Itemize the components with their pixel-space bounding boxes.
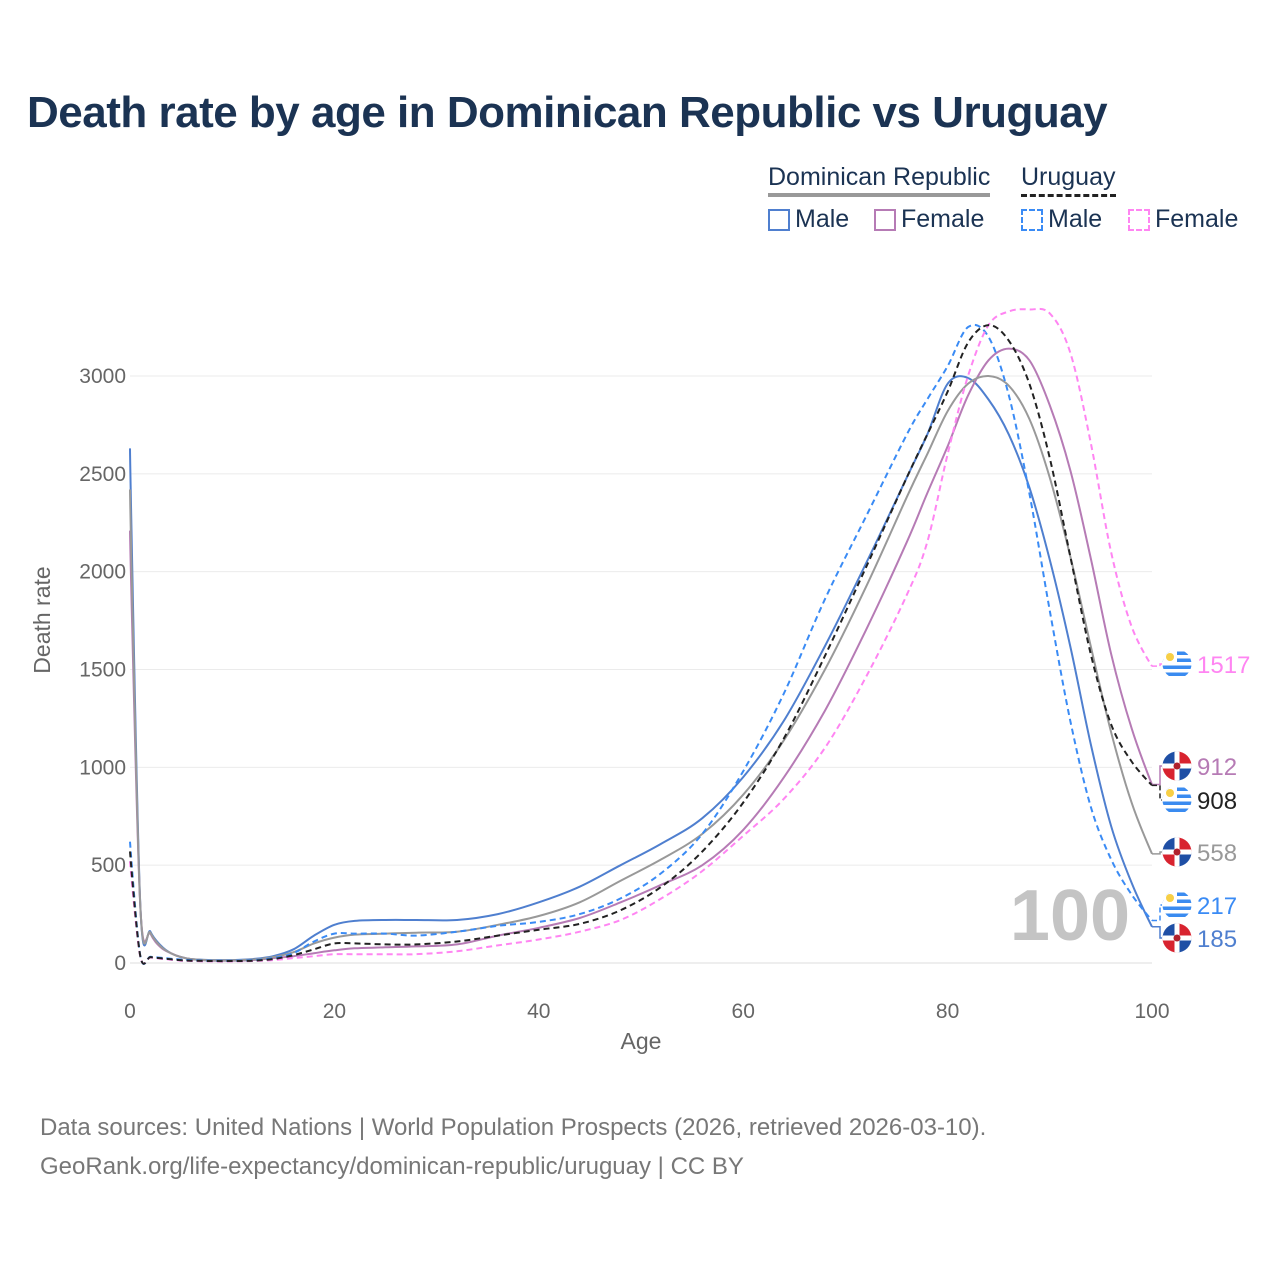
legend-label: Male <box>795 205 850 233</box>
series-line-dominican-republic-male[interactable] <box>129 375 1153 962</box>
footer: Data sources: United Nations | World Pop… <box>40 1108 986 1186</box>
x-tick-label: 0 <box>124 1000 136 1023</box>
uruguay-flag-icon <box>1162 890 1192 920</box>
x-tick-label: 20 <box>323 1000 346 1023</box>
age-watermark: 100 <box>1010 876 1130 956</box>
y-tick-label: 1000 <box>79 756 126 779</box>
legend-group-dominican-republic[interactable]: Dominican Republic <box>768 163 991 197</box>
y-tick-label: 3000 <box>79 365 126 388</box>
x-tick-label: 100 <box>1134 1000 1169 1023</box>
swatch-icon <box>1021 208 1043 231</box>
end-value-label: 217 <box>1197 893 1237 920</box>
source-link[interactable]: GeoRank.org/life-expectancy/dominican-re… <box>40 1153 744 1180</box>
y-tick-label: 0 <box>114 952 126 975</box>
uruguay-flag-icon <box>1162 785 1192 815</box>
x-axis-label: Age <box>621 1028 662 1054</box>
end-value-label: 1517 <box>1197 652 1250 679</box>
legend-item-dr-female[interactable]: Female <box>874 205 984 234</box>
end-value-label: 908 <box>1197 788 1237 815</box>
legend-solid-line <box>768 193 991 197</box>
y-tick-label: 500 <box>91 854 126 877</box>
legend-group-uruguay[interactable]: Uruguay <box>1021 163 1116 197</box>
legend-item-uy-female[interactable]: Female <box>1128 205 1238 234</box>
legend-dashed-line <box>1021 194 1116 197</box>
end-value-label: 185 <box>1197 926 1237 953</box>
uruguay-flag-icon <box>1162 649 1192 679</box>
dominican-republic-flag-icon <box>1162 837 1192 867</box>
legend-item-uy-male[interactable]: Male <box>1021 205 1102 234</box>
legend-group-label: Dominican Republic <box>768 163 991 191</box>
y-tick-label: 2500 <box>79 463 126 486</box>
x-tick-label: 80 <box>936 1000 959 1023</box>
series-line-uruguay[interactable] <box>129 324 1153 965</box>
dominican-republic-flag-icon <box>1162 923 1192 953</box>
series-line-dominican-republic-female[interactable] <box>129 347 1153 962</box>
legend-label: Female <box>1155 205 1239 233</box>
end-connector <box>1152 663 1166 667</box>
swatch-icon <box>768 208 790 231</box>
series-line-uruguay-male[interactable] <box>129 323 1153 965</box>
y-tick-label: 1500 <box>79 659 126 682</box>
legend-group-label: Uruguay <box>1021 163 1116 191</box>
end-value-label: 912 <box>1197 754 1237 781</box>
end-value-label: 558 <box>1197 840 1237 867</box>
legend-label: Male <box>1048 205 1103 233</box>
legend-label: Female <box>901 205 985 233</box>
legend-item-dr-male[interactable]: Male <box>768 205 849 234</box>
swatch-icon <box>874 208 896 231</box>
y-tick-label: 2000 <box>79 561 126 584</box>
chart-title: Death rate by age in Dominican Republic … <box>27 88 1108 137</box>
dominican-republic-flag-icon <box>1162 751 1192 781</box>
series-line-dominican-republic[interactable] <box>129 374 1153 962</box>
swatch-icon <box>1128 208 1150 231</box>
data-source: Data sources: United Nations | World Pop… <box>40 1114 987 1141</box>
y-axis-label: Death rate <box>29 566 55 673</box>
x-tick-label: 40 <box>527 1000 550 1023</box>
x-tick-label: 60 <box>732 1000 755 1023</box>
